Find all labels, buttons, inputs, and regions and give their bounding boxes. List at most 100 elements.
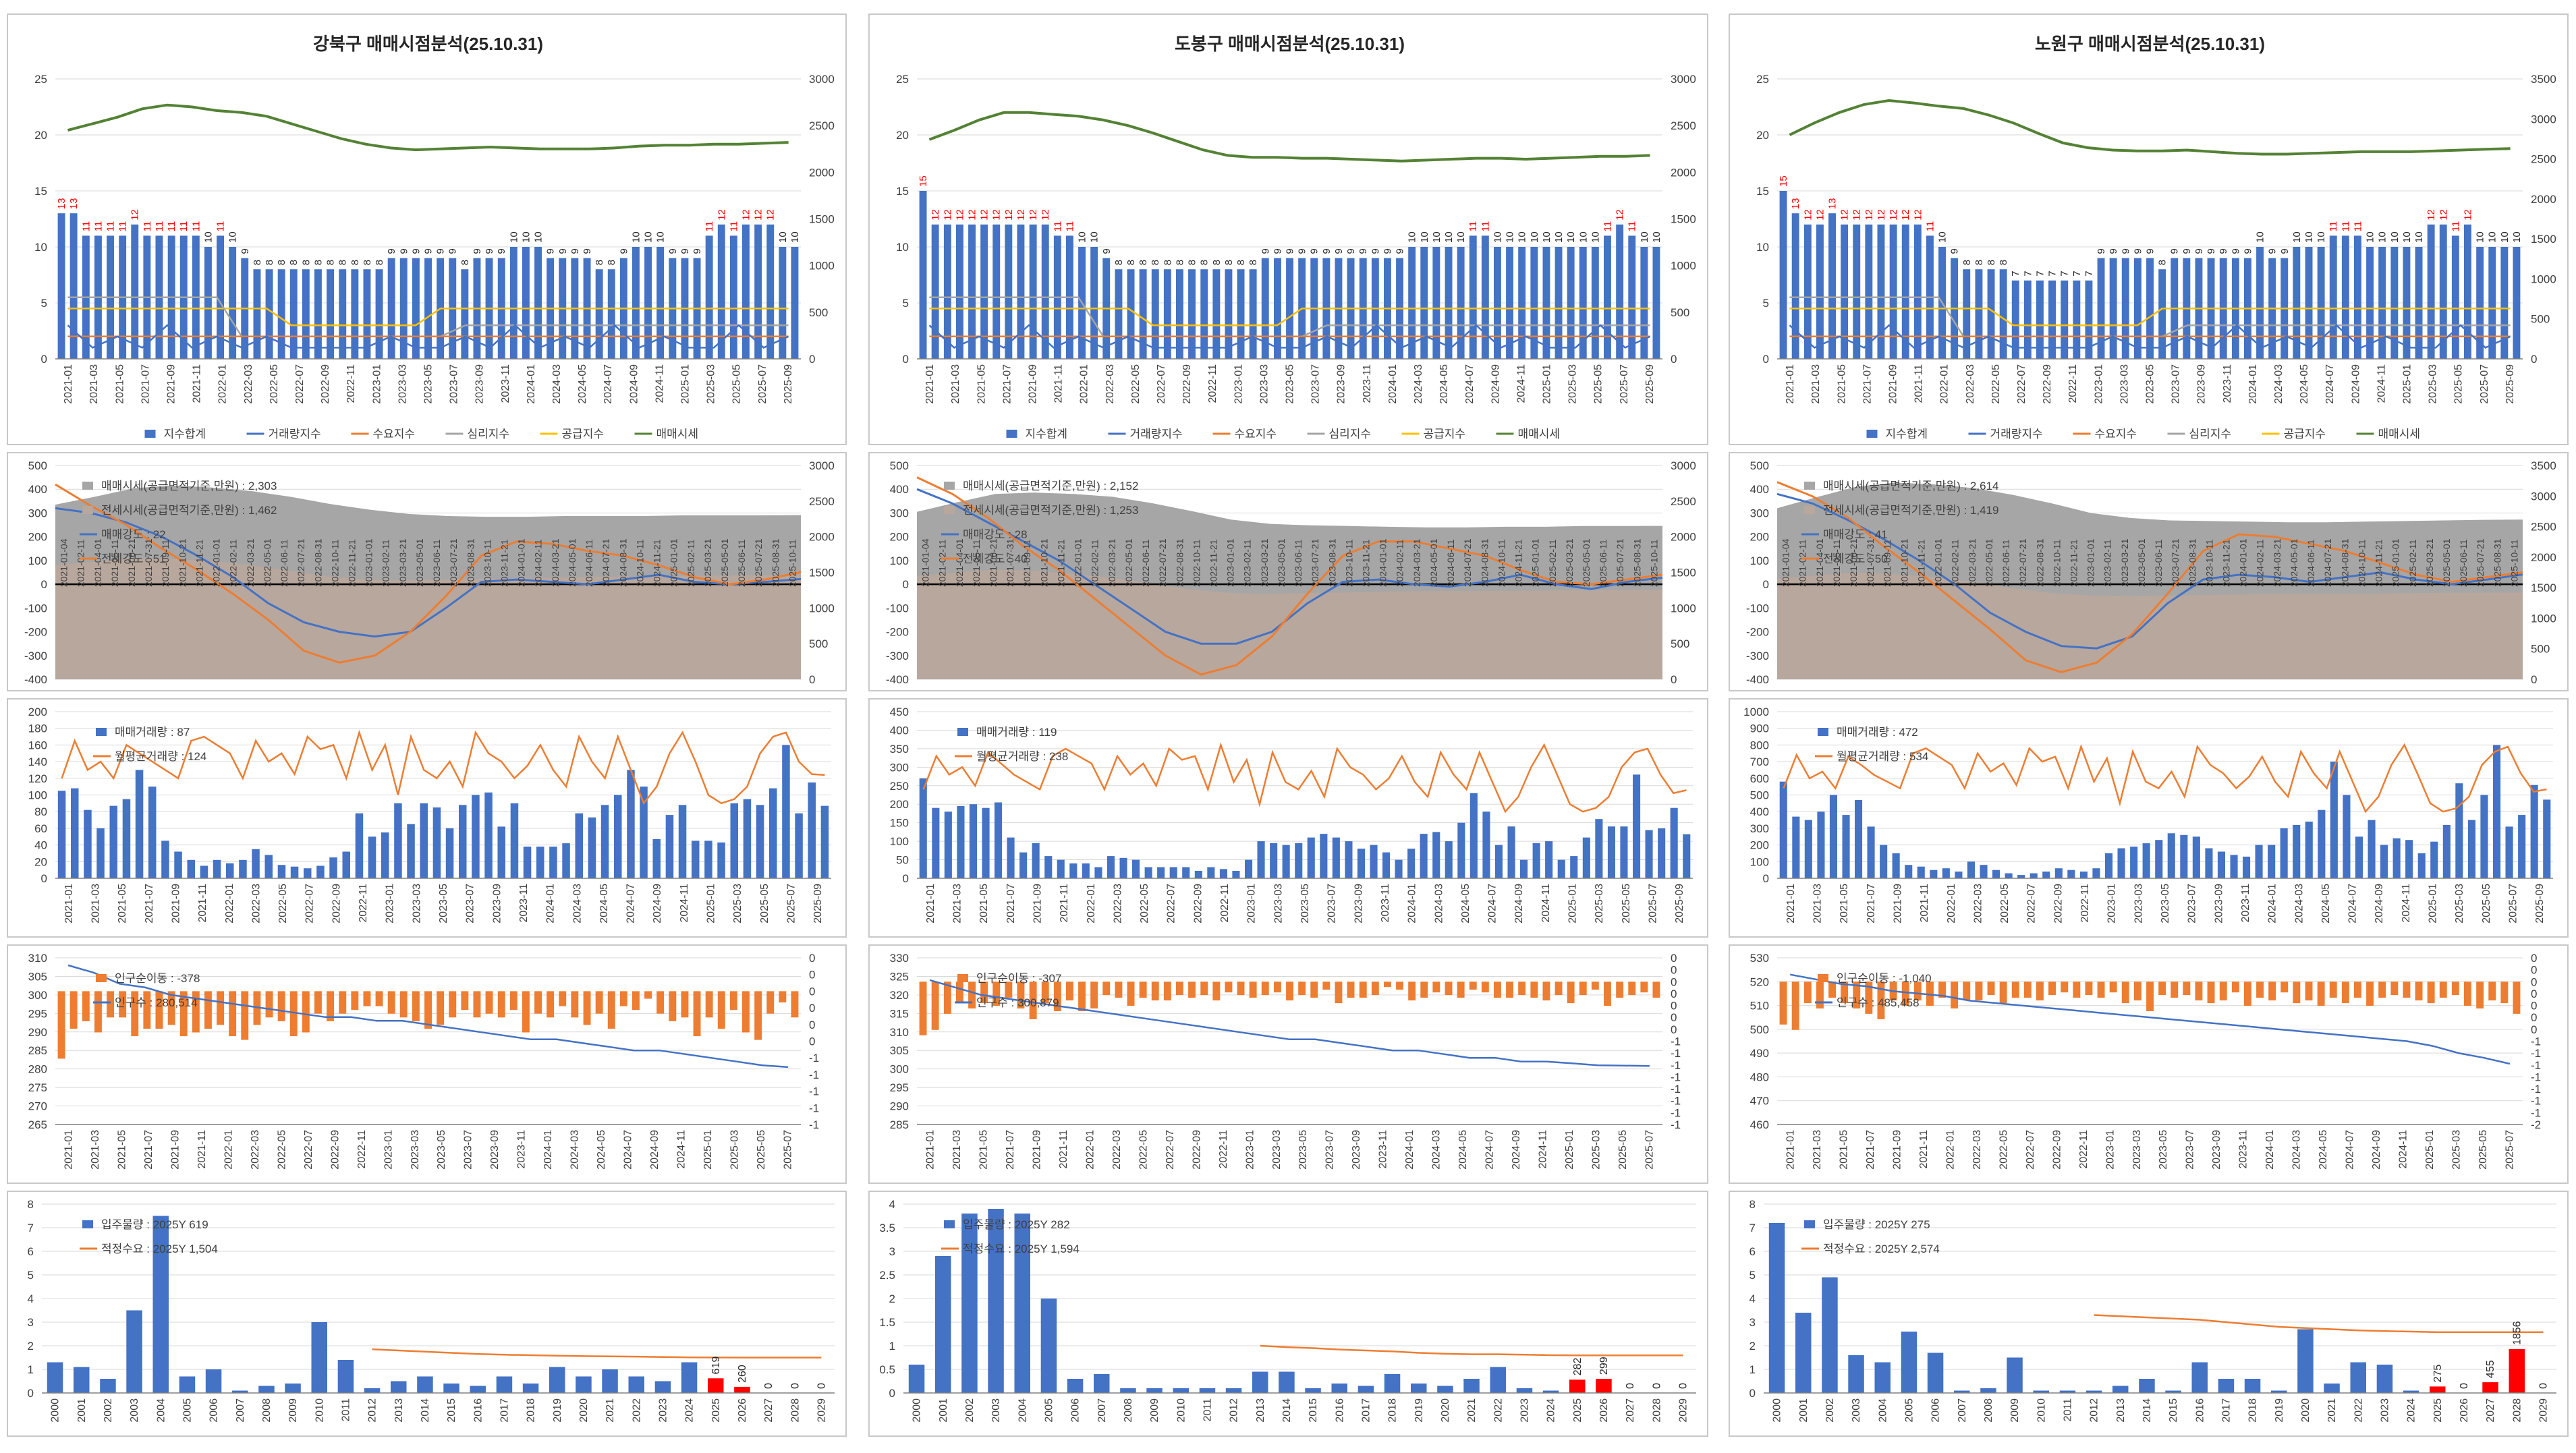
index-line bbox=[1789, 324, 2511, 349]
index-sum-bar bbox=[302, 269, 310, 359]
index-sum-bar bbox=[919, 191, 927, 359]
net-migration-bar bbox=[1640, 981, 1648, 993]
x-tick-label: 2025-07-21 bbox=[753, 538, 764, 587]
x-tick-label: 2025-01 bbox=[680, 364, 692, 404]
x-tick-label: 2002 bbox=[964, 1398, 976, 1423]
y-tick-label: 0 bbox=[809, 969, 815, 981]
x-tick-label: 2024-05 bbox=[596, 1130, 607, 1170]
x-tick-label: 2021-11 bbox=[197, 884, 208, 923]
net-migration-bar bbox=[424, 991, 432, 1029]
x-tick-label: 2025-08-31 bbox=[770, 538, 781, 587]
x-tick-label: 2022-11-21 bbox=[1208, 539, 1219, 587]
net-migration-bar bbox=[669, 991, 677, 1021]
bar-data-label: 8 bbox=[312, 260, 324, 265]
chart-panel-dobong-row1: 도봉구 매매시점분석(25.10.31) 0 5 10 15 20 25 0 500 1000 15… bbox=[868, 13, 1708, 445]
net-migration-bar bbox=[1396, 981, 1403, 990]
supply-bar bbox=[1927, 1352, 1944, 1393]
x-tick-label: 2021-07 bbox=[143, 1130, 155, 1170]
x-tick-label: 2023-05 bbox=[438, 884, 449, 923]
index-sum-bar bbox=[1176, 269, 1183, 359]
bar-data-label: 8 bbox=[264, 260, 275, 265]
x-tick-label: 2023-10-11 bbox=[1343, 539, 1354, 587]
bar-data-label: 12 bbox=[1851, 209, 1863, 221]
net-migration-bar bbox=[2317, 981, 2325, 1006]
legend-swatch bbox=[96, 974, 107, 982]
trade-volume-bar bbox=[1670, 807, 1678, 878]
index-sum-bar bbox=[57, 213, 65, 359]
x-tick-label: 2024-03-21 bbox=[2272, 538, 2283, 587]
x-tick-label: 2010 bbox=[1175, 1398, 1187, 1423]
net-migration-bar bbox=[1481, 981, 1489, 993]
trade-volume-bar bbox=[2192, 836, 2200, 879]
y-tick-label: 500 bbox=[1671, 637, 1689, 650]
x-tick-label: 2024-03 bbox=[2291, 1130, 2303, 1170]
index-sum-bar bbox=[534, 247, 542, 359]
net-migration-bar bbox=[265, 991, 273, 1018]
x-tick-label: 2022-09 bbox=[329, 1130, 341, 1170]
legend-swatch bbox=[144, 430, 156, 438]
x-tick-label: 2025-03 bbox=[729, 1130, 740, 1170]
y-tick-label: 200 bbox=[890, 531, 909, 544]
bar-data-label: 10 bbox=[2389, 231, 2401, 243]
net-migration-bar bbox=[1652, 981, 1660, 998]
trade-volume-bar bbox=[497, 826, 505, 878]
bar-data-label: 11 bbox=[1467, 221, 1479, 232]
x-tick-label: 2024-09 bbox=[1511, 1130, 1522, 1170]
net-migration-bar bbox=[485, 991, 493, 1014]
y-tick-label: -1 bbox=[1671, 1083, 1681, 1095]
net-migration-bar bbox=[992, 981, 1001, 1006]
legend-swatch bbox=[1006, 430, 1017, 438]
supply-bar bbox=[576, 1376, 592, 1393]
bar-data-label: 8 bbox=[1162, 260, 1173, 265]
x-tick-label: 2023-07-21 bbox=[1310, 538, 1320, 587]
index-sum-bar bbox=[69, 213, 78, 359]
x-tick-label: 2021-01 bbox=[1785, 884, 1797, 923]
bar-data-label: 12 bbox=[1876, 209, 1887, 221]
net-migration-bar bbox=[1628, 981, 1636, 996]
x-tick-label: 2017 bbox=[2220, 1398, 2232, 1423]
x-tick-label: 2023-11 bbox=[518, 884, 530, 923]
x-tick-label: 2021-09-11 bbox=[1021, 539, 1032, 587]
trade-volume-bar bbox=[2330, 762, 2338, 878]
y-tick-label: -200 bbox=[1746, 626, 1769, 639]
x-tick-label: 2018 bbox=[1387, 1398, 1399, 1423]
bar-data-label: 9 bbox=[2218, 248, 2229, 254]
x-tick-label: 2025-07 bbox=[2508, 884, 2519, 923]
net-migration-bar bbox=[1163, 981, 1171, 1001]
net-migration-bar bbox=[1542, 981, 1550, 1001]
x-tick-label: 2021-06-21 bbox=[1848, 538, 1859, 587]
trade-volume-bar bbox=[1607, 826, 1615, 878]
bar-data-label: 9 bbox=[1272, 248, 1283, 254]
bar-data-label: 8 bbox=[337, 260, 349, 265]
x-tick-label: 2022-07 bbox=[1156, 364, 1167, 404]
x-tick-label: 2023-07 bbox=[465, 884, 476, 923]
x-tick-label: 2021-02-11 bbox=[937, 539, 948, 587]
supply-bar bbox=[1795, 1313, 1812, 1393]
index-sum-bar bbox=[1913, 224, 1922, 359]
x-tick-label: 2021-03 bbox=[951, 1130, 963, 1170]
x-tick-label: 2024-01-01 bbox=[516, 538, 527, 587]
net-migration-bar bbox=[607, 991, 615, 1029]
x-tick-label: 2025-09 bbox=[2534, 884, 2546, 923]
demand-line bbox=[2094, 1314, 2544, 1334]
y-tick-label: 480 bbox=[1750, 1071, 1769, 1083]
x-tick-label: 2022-03-21 bbox=[1107, 538, 1117, 587]
index-sum-bar bbox=[956, 224, 963, 359]
net-migration-bar bbox=[595, 991, 603, 1014]
bar-data-label: 11 bbox=[1064, 221, 1075, 232]
x-tick-label: 2023-09 bbox=[1351, 1130, 1362, 1170]
x-tick-label: 2022-03 bbox=[250, 884, 262, 923]
x-tick-label: 2027 bbox=[2485, 1398, 2496, 1423]
x-tick-label: 2021-06-21 bbox=[126, 538, 137, 587]
net-migration-bar bbox=[339, 991, 347, 1014]
x-tick-label: 2022-07 bbox=[1166, 884, 1177, 923]
x-tick-label: 2022-09 bbox=[1192, 884, 1204, 923]
legend-swatch bbox=[944, 506, 955, 514]
index-sum-bar bbox=[2366, 247, 2374, 359]
bar-data-label: 11 bbox=[190, 221, 202, 232]
x-tick-label: 2022-03 bbox=[1971, 1130, 1983, 1170]
x-tick-label: 2024-05 bbox=[2299, 364, 2310, 404]
y-tick-label: -400 bbox=[886, 673, 909, 686]
x-tick-label: 2021-03 bbox=[951, 884, 963, 923]
trade-volume-bar bbox=[2543, 799, 2551, 878]
